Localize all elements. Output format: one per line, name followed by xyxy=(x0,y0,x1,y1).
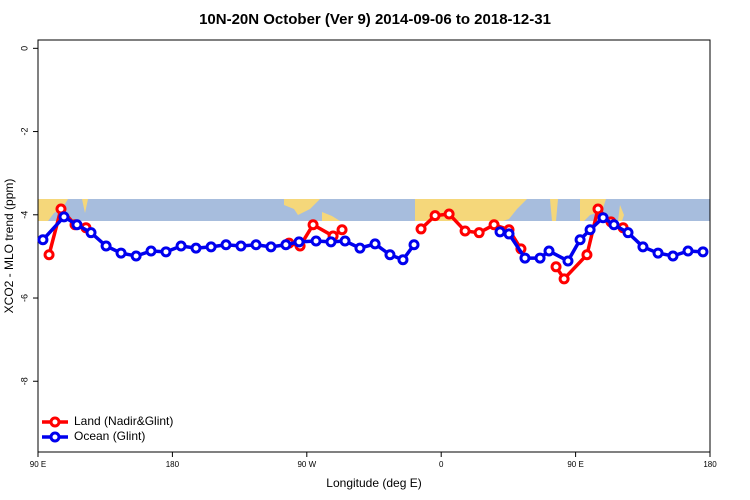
point xyxy=(503,228,515,240)
y-axis-label: XCO2 - MLO trend (ppm) xyxy=(2,179,16,314)
plot-frame xyxy=(37,39,711,453)
y-tick-label: -2 xyxy=(19,128,29,136)
y-tick-label: 0 xyxy=(19,46,29,51)
point xyxy=(280,239,292,251)
point xyxy=(205,241,217,253)
point xyxy=(397,254,409,266)
point xyxy=(354,242,366,254)
point xyxy=(220,239,232,251)
x-tick-label: 0 xyxy=(439,460,444,469)
map-strip xyxy=(38,199,710,221)
point xyxy=(175,240,187,252)
point xyxy=(160,246,172,258)
point xyxy=(145,245,157,257)
point xyxy=(534,252,546,264)
point xyxy=(622,227,634,239)
point xyxy=(562,255,574,267)
point xyxy=(494,226,506,238)
point xyxy=(293,236,305,248)
point xyxy=(584,224,596,236)
x-tick-label: 180 xyxy=(703,460,717,469)
point xyxy=(369,238,381,250)
point xyxy=(115,247,127,259)
chart-title: 10N-20N October (Ver 9) 2014-09-06 to 20… xyxy=(199,11,551,28)
point xyxy=(325,236,337,248)
point xyxy=(608,219,620,231)
point xyxy=(592,203,604,215)
point xyxy=(336,224,348,236)
point xyxy=(235,240,247,252)
point xyxy=(190,242,202,254)
point xyxy=(473,227,485,239)
point xyxy=(100,240,112,252)
point xyxy=(43,249,55,261)
y-tick-label: -6 xyxy=(19,294,29,302)
y-tick-label: -8 xyxy=(19,377,29,385)
x-tick-label: 90 W xyxy=(297,460,316,469)
point xyxy=(558,273,570,285)
point xyxy=(384,249,396,261)
point xyxy=(85,227,97,239)
point xyxy=(415,223,427,235)
y-tick-label: -4 xyxy=(19,211,29,219)
point xyxy=(459,225,471,237)
point xyxy=(37,234,49,246)
point xyxy=(543,245,555,257)
point xyxy=(682,245,694,257)
point xyxy=(597,212,609,224)
point xyxy=(71,219,83,231)
point xyxy=(339,235,351,247)
point xyxy=(667,250,679,262)
legend-marker xyxy=(49,416,61,428)
point xyxy=(408,239,420,251)
point xyxy=(58,211,70,223)
point xyxy=(443,208,455,220)
point xyxy=(310,235,322,247)
point xyxy=(550,261,562,273)
x-axis-label: Longitude (deg E) xyxy=(326,476,421,490)
point xyxy=(130,250,142,262)
point xyxy=(652,247,664,259)
point xyxy=(637,241,649,253)
legend-label: Land (Nadir&Glint) xyxy=(74,414,173,428)
point xyxy=(519,252,531,264)
point xyxy=(307,219,319,231)
point xyxy=(488,219,500,231)
point xyxy=(574,234,586,246)
point xyxy=(265,241,277,253)
x-tick-label: 90 E xyxy=(30,460,46,469)
point xyxy=(429,210,441,222)
point xyxy=(250,239,262,251)
point xyxy=(697,246,709,258)
x-tick-label: 180 xyxy=(166,460,180,469)
legend-marker xyxy=(49,431,61,443)
point xyxy=(581,249,593,261)
legend-label: Ocean (Glint) xyxy=(74,429,145,443)
x-tick-label: 90 E xyxy=(567,460,583,469)
